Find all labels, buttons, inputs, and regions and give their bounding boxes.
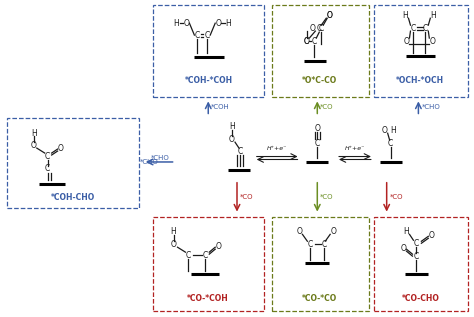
Text: C: C	[195, 31, 200, 40]
Text: H: H	[391, 126, 396, 135]
Text: *CHO: *CHO	[421, 104, 440, 110]
Text: C: C	[411, 24, 416, 33]
Text: C: C	[414, 239, 419, 248]
Text: O: O	[428, 231, 434, 240]
Text: O: O	[297, 227, 302, 236]
Text: O: O	[429, 36, 435, 46]
Text: O: O	[183, 19, 190, 28]
Text: H: H	[31, 129, 36, 138]
Text: *CO-*COH: *CO-*COH	[187, 294, 229, 303]
Bar	[272, 5, 369, 97]
Text: H⁺+e⁻: H⁺+e⁻	[266, 146, 287, 151]
Text: *CHO: *CHO	[140, 159, 159, 165]
Text: C: C	[308, 240, 313, 249]
Bar	[153, 217, 264, 311]
Text: H: H	[402, 11, 409, 20]
Text: H: H	[430, 11, 436, 20]
Text: H: H	[173, 19, 180, 28]
Text: *CO: *CO	[240, 194, 254, 200]
Text: C: C	[45, 152, 50, 160]
Text: *COH: *COH	[211, 104, 230, 110]
Text: *CO: *CO	[390, 194, 403, 200]
Text: C: C	[388, 139, 393, 148]
Text: C: C	[321, 240, 327, 249]
Bar	[153, 5, 264, 97]
Text: *OCH-*OCH: *OCH-*OCH	[396, 76, 445, 85]
Text: O: O	[58, 144, 64, 152]
Text: C: C	[186, 251, 191, 260]
Text: *CO: *CO	[320, 104, 334, 110]
Text: O: O	[171, 240, 176, 249]
Text: *CO-CHO: *CO-CHO	[401, 294, 439, 303]
Text: C: C	[304, 36, 309, 46]
Text: H⁺+e⁻: H⁺+e⁻	[345, 146, 365, 151]
Bar	[272, 217, 369, 311]
Text: O: O	[314, 124, 320, 133]
Text: H: H	[404, 227, 410, 236]
Text: H: H	[225, 19, 231, 28]
Text: H: H	[229, 122, 235, 131]
Text: O: O	[215, 242, 221, 251]
Text: C: C	[205, 31, 210, 40]
Text: O: O	[401, 244, 407, 253]
Text: C: C	[319, 24, 324, 33]
Text: C: C	[315, 139, 320, 148]
Bar	[7, 118, 139, 208]
Text: *COH-*COH: *COH-*COH	[185, 76, 233, 85]
Text: C: C	[312, 36, 317, 46]
Text: *CHO: *CHO	[151, 155, 170, 161]
Text: O: O	[403, 36, 410, 46]
Text: O: O	[382, 126, 388, 135]
Text: *COH-CHO: *COH-CHO	[51, 193, 96, 202]
Text: O: O	[330, 227, 336, 236]
Text: O: O	[326, 11, 332, 20]
Bar	[374, 5, 468, 97]
Text: C: C	[423, 24, 428, 33]
Text: *O*C-CO: *O*C-CO	[301, 76, 337, 85]
Text: C: C	[203, 251, 208, 260]
Text: *CO-*CO: *CO-*CO	[301, 294, 337, 303]
Text: O: O	[326, 11, 332, 20]
Text: H: H	[171, 227, 176, 236]
Text: O: O	[310, 24, 315, 33]
Text: O: O	[303, 36, 310, 46]
Text: *CO: *CO	[320, 194, 334, 200]
Text: O: O	[215, 19, 221, 28]
Text: C: C	[414, 252, 419, 261]
Text: C: C	[237, 146, 243, 156]
Text: C: C	[45, 165, 50, 173]
Bar	[374, 217, 468, 311]
Text: C: C	[317, 24, 322, 33]
Text: O: O	[229, 135, 235, 144]
Text: O: O	[31, 141, 36, 150]
